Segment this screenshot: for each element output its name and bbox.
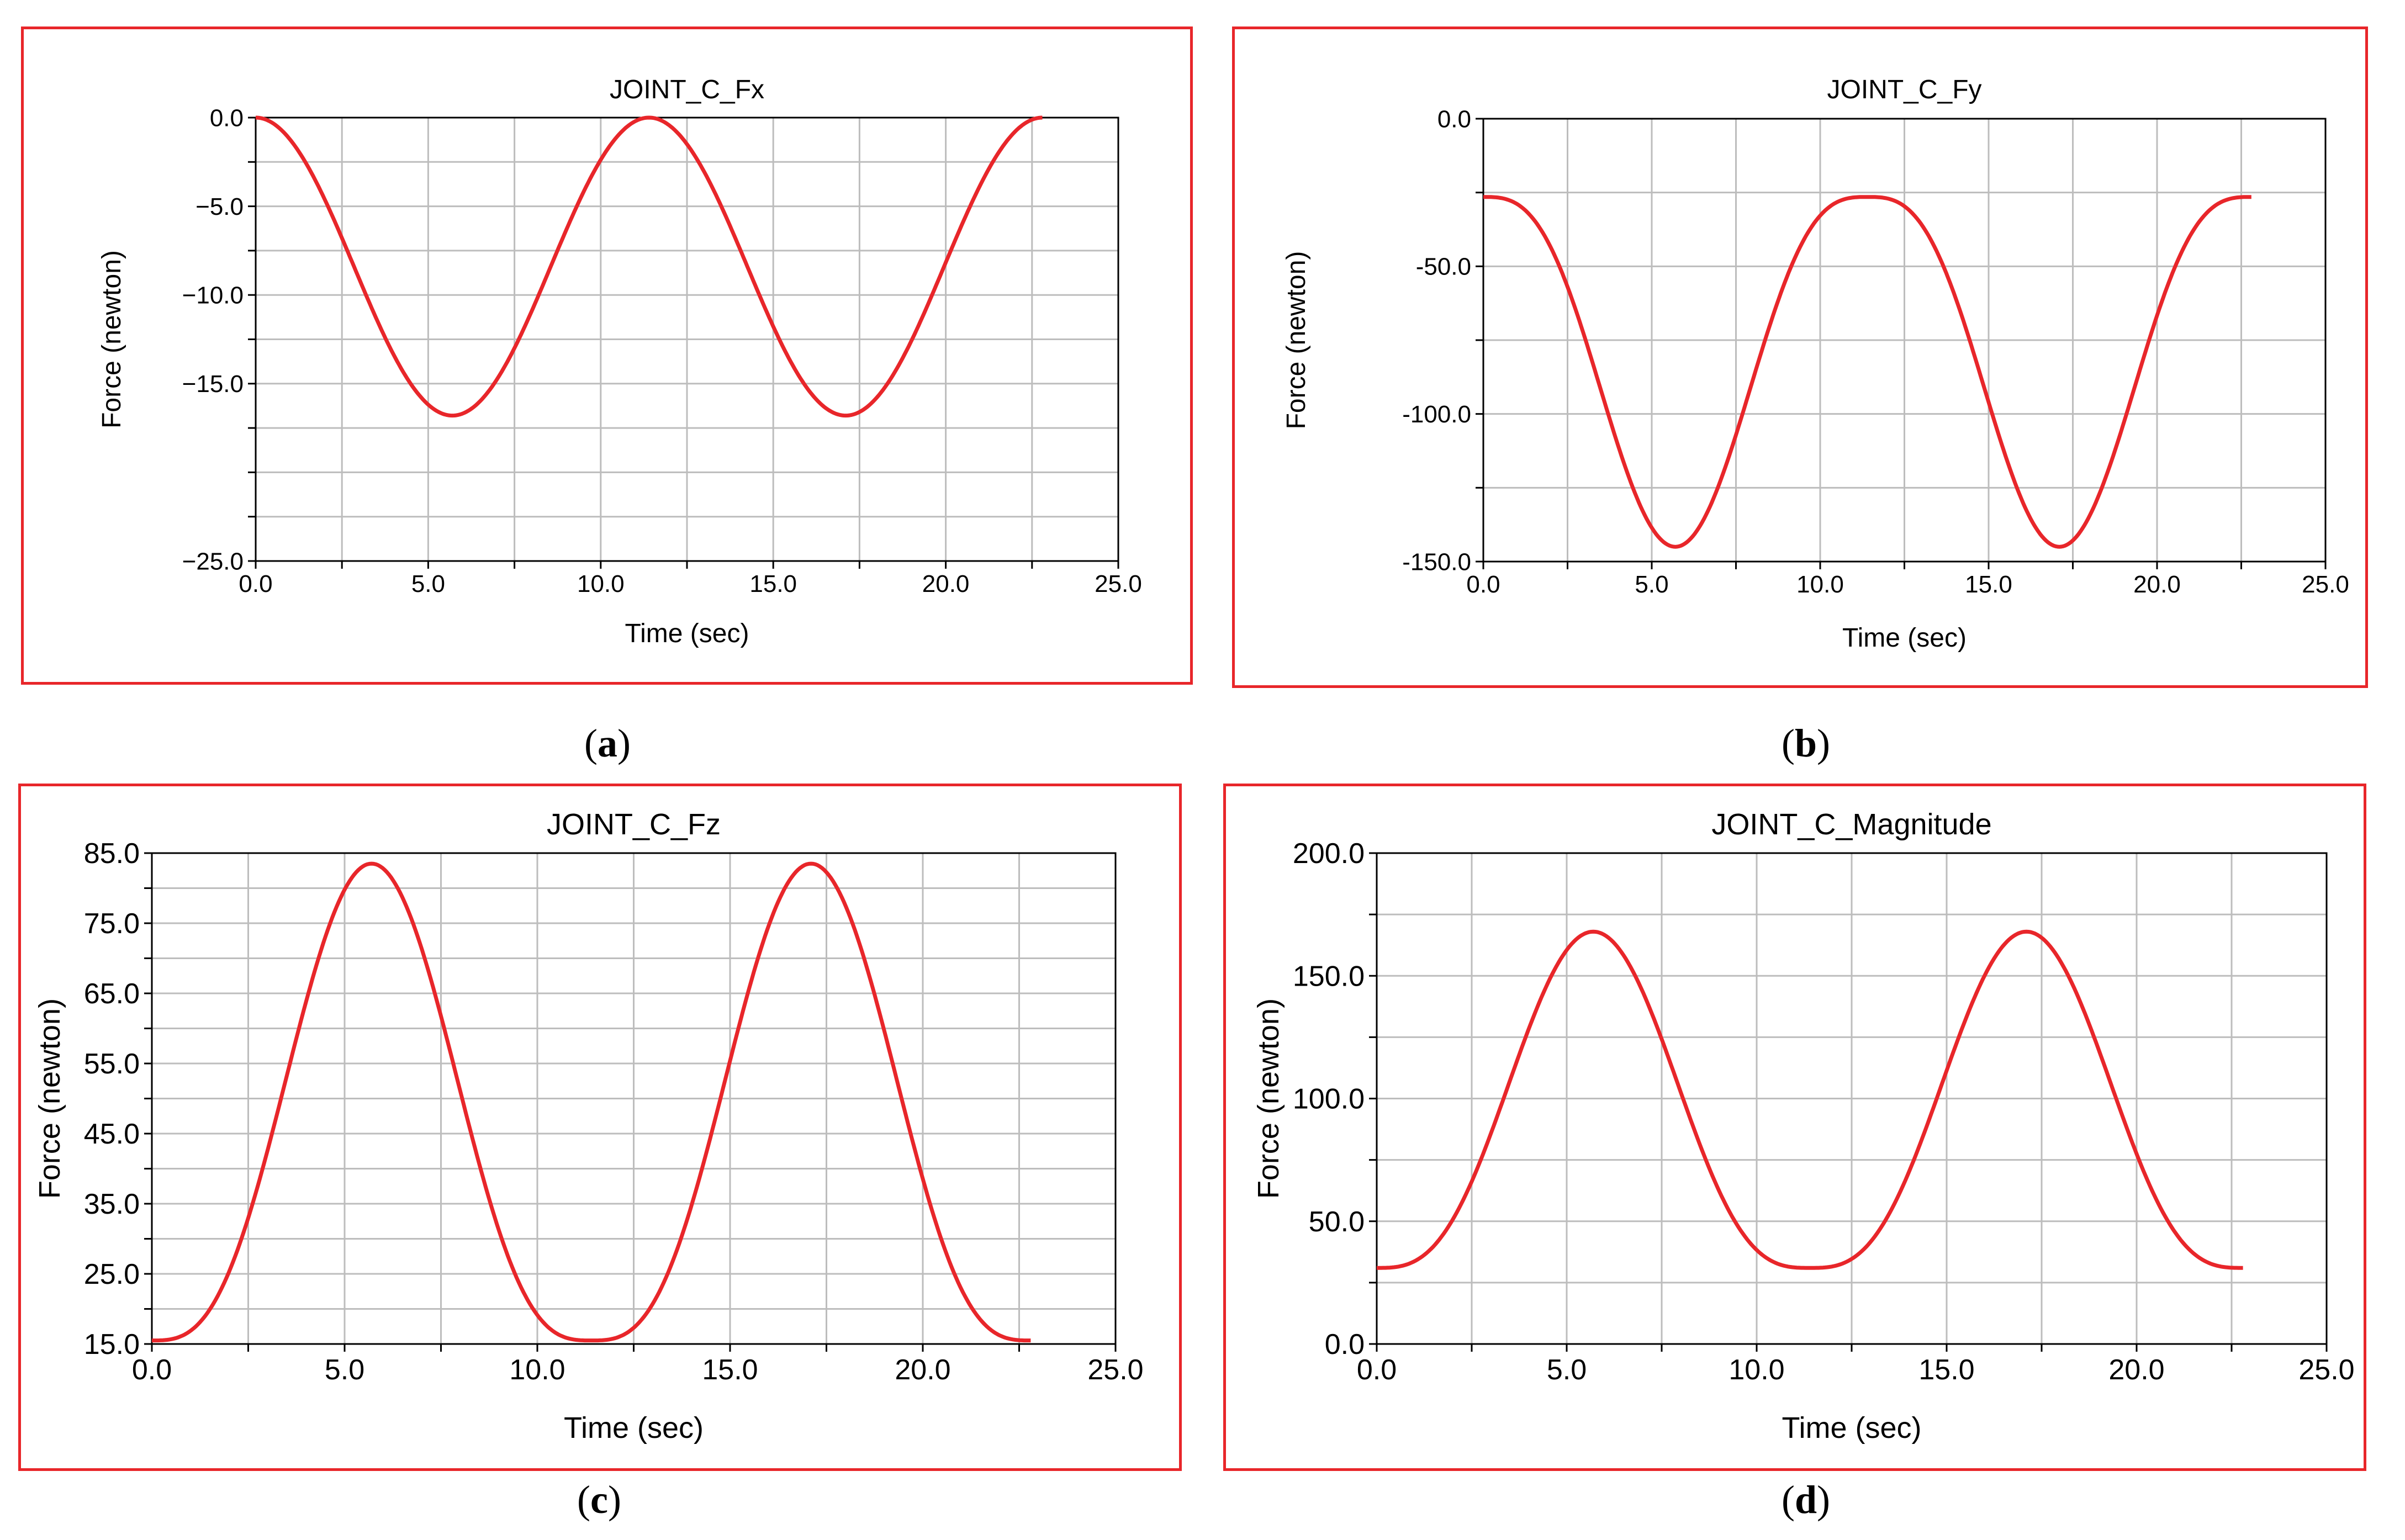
chart-title: JOINT_C_Magnitude <box>1711 808 1991 841</box>
chart-b-svg: 0.0 5.0 10.0 15.0 20.0 25.0 0.0 -50.0 -100.0 -150… <box>1282 75 2349 653</box>
chart-c-svg: 0.0 5.0 10.0 15.0 20.0 25.0 85.0 75.0 65.0 55.0 45… <box>33 808 1144 1444</box>
y-tick-label: 35.0 <box>84 1188 140 1220</box>
x-tick-label: 15.0 <box>749 570 797 597</box>
x-tick-label: 20.0 <box>2108 1354 2164 1386</box>
x-tick-label: 5.0 <box>325 1354 364 1386</box>
x-tick-label: 5.0 <box>1635 571 1668 598</box>
series-line-b <box>1483 195 2251 549</box>
chart-d-svg: 0.0 5.0 10.0 15.0 20.0 25.0 200.0 150.0 100.0 50.… <box>1252 808 2355 1444</box>
y-tick-label: −10.0 <box>182 282 244 309</box>
y-tick-label: 15.0 <box>84 1329 140 1361</box>
y-tick-label: -50.0 <box>1416 253 1471 281</box>
y-tick-label: 0.0 <box>210 104 244 131</box>
x-tick-label: 0.0 <box>132 1354 172 1386</box>
y-tick-label: 50.0 <box>1309 1206 1365 1238</box>
x-tick-label: 15.0 <box>1918 1354 1974 1386</box>
y-tick-label: 100.0 <box>1293 1083 1365 1115</box>
y-tick-label: 45.0 <box>84 1118 140 1150</box>
y-tick-label: -150.0 <box>1402 548 1471 575</box>
y-tick-label: 65.0 <box>84 978 140 1010</box>
y-tick-label: 200.0 <box>1293 838 1365 870</box>
grid <box>152 853 1116 1344</box>
series-line-a <box>255 115 1043 418</box>
y-tick-label: 0.0 <box>1325 1329 1365 1361</box>
chart-panel-b: 0.0 5.0 10.0 15.0 20.0 25.0 0.0 -50.0 -100.0 -150… <box>1232 27 2368 688</box>
y-tick-label: 75.0 <box>84 908 140 940</box>
grid <box>256 118 1118 561</box>
chart-title: JOINT_C_Fy <box>1827 75 1981 104</box>
y-axis-label: Force (newton) <box>1252 998 1285 1199</box>
chart-title: JOINT_C_Fx <box>610 75 764 104</box>
x-tick-label: 20.0 <box>2133 571 2181 598</box>
x-axis-label: Time (sec) <box>1842 623 1967 653</box>
x-axis-label: Time (sec) <box>625 619 749 648</box>
y-tick-label: −5.0 <box>195 193 244 220</box>
grid <box>1377 853 2327 1344</box>
x-tick-label: 10.0 <box>1796 571 1844 598</box>
series-line-c <box>152 861 1031 1343</box>
x-tick-label: 5.0 <box>411 570 445 597</box>
y-tick-label: 150.0 <box>1293 960 1365 992</box>
caption-c: (c) <box>577 1478 621 1522</box>
x-axis-label: Time (sec) <box>1782 1411 1922 1444</box>
x-tick-label: 0.0 <box>239 570 272 597</box>
x-tick-label: 25.0 <box>2302 571 2349 598</box>
y-tick-label: -100.0 <box>1402 401 1471 428</box>
x-tick-label: 20.0 <box>922 570 970 597</box>
x-tick-label: 10.0 <box>1729 1354 1784 1386</box>
y-axis-label: Force (newton) <box>97 250 126 428</box>
y-tick-label: 55.0 <box>84 1048 140 1080</box>
x-tick-label: 15.0 <box>702 1354 758 1386</box>
y-tick-label: 0.0 <box>1437 105 1471 133</box>
series-line-d <box>1377 929 2243 1270</box>
x-tick-label: 20.0 <box>895 1354 950 1386</box>
chart-panel-d: 0.0 5.0 10.0 15.0 20.0 25.0 200.0 150.0 100.0 50.… <box>1223 784 2366 1471</box>
grid <box>1483 119 2325 562</box>
chart-a-svg: 0.0 5.0 10.0 15.0 20.0 25.0 0.0 −5.0 −10.0 −15.0 −… <box>97 75 1142 648</box>
chart-panel-c: 0.0 5.0 10.0 15.0 20.0 25.0 85.0 75.0 65.0 55.0 45… <box>18 784 1182 1471</box>
y-tick-label: −15.0 <box>182 371 244 398</box>
caption-a: (a) <box>584 721 631 765</box>
x-tick-label: 0.0 <box>1466 571 1500 598</box>
y-axis-label: Force (newton) <box>33 998 66 1199</box>
y-tick-label: −25.0 <box>182 548 244 575</box>
chart-panel-a: 0.0 5.0 10.0 15.0 20.0 25.0 0.0 −5.0 −10.0 −15.0 −… <box>21 27 1193 685</box>
x-tick-label: 10.0 <box>577 570 625 597</box>
caption-b: (b) <box>1781 721 1830 765</box>
chart-title: JOINT_C_Fz <box>547 808 721 841</box>
x-tick-label: 0.0 <box>1357 1354 1397 1386</box>
y-tick-label: 85.0 <box>84 838 140 870</box>
x-tick-label: 10.0 <box>509 1354 565 1386</box>
x-tick-label: 15.0 <box>1965 571 2012 598</box>
x-tick-label: 25.0 <box>1095 570 1142 597</box>
x-tick-label: 25.0 <box>2298 1354 2354 1386</box>
y-axis-label: Force (newton) <box>1282 251 1311 430</box>
y-tick-label: 25.0 <box>84 1258 140 1290</box>
x-axis-label: Time (sec) <box>564 1411 704 1444</box>
caption-d: (d) <box>1781 1478 1830 1522</box>
x-tick-label: 5.0 <box>1547 1354 1587 1386</box>
x-tick-label: 25.0 <box>1087 1354 1143 1386</box>
